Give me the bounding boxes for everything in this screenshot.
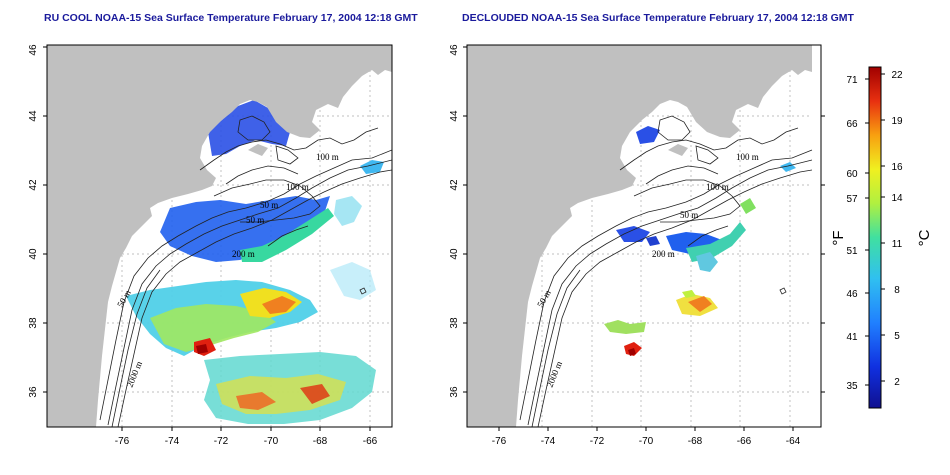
contour-label: 50 m (680, 210, 698, 220)
fahrenheit-tick-label: 66 (846, 119, 858, 130)
celsius-tick-label: 8 (894, 285, 900, 296)
x-tick-label: -68 (688, 436, 703, 447)
fahrenheit-tick-label: 46 (846, 289, 858, 300)
celsius-tick-label: 11 (892, 239, 903, 250)
fahrenheit-tick-label: 41 (846, 332, 858, 343)
y-tick-label: 38 (28, 317, 39, 329)
colorbar: 71 66 60 57 51 46 41 35 22 19 16 14 11 8… (830, 66, 933, 409)
fahrenheit-unit-label: °F (830, 230, 847, 245)
contour-label: 100 m (316, 152, 339, 162)
x-tick-label: -66 (363, 436, 378, 447)
contour-label: 100 m (706, 182, 729, 192)
celsius-tick-label: 22 (891, 70, 903, 81)
celsius-unit-label: °C (916, 229, 933, 246)
x-tick-label: -74 (541, 436, 556, 447)
x-tick-label: -64 (786, 436, 801, 447)
contour-label: 200 m (232, 249, 255, 259)
right-x-axis: -76 -74 -72 -70 -68 -66 -64 (492, 427, 801, 447)
right-map: 100 m 100 m 50 m 200 m 50 m 2000 m -76 -… (449, 44, 825, 447)
x-tick-label: -72 (590, 436, 605, 447)
right-map-title: DECLOUDED NOAA-15 Sea Surface Temperatur… (462, 12, 854, 24)
fahrenheit-tick-label: 57 (846, 194, 858, 205)
celsius-tick-label: 16 (891, 162, 903, 173)
y-tick-label: 36 (449, 386, 460, 398)
fahrenheit-tick-label: 35 (846, 381, 858, 392)
celsius-tick-label: 2 (894, 377, 900, 388)
fahrenheit-tick-label: 51 (846, 246, 858, 257)
x-tick-label: -72 (214, 436, 229, 447)
y-tick-label: 38 (449, 317, 460, 329)
contour-label: 100 m (286, 182, 309, 192)
sst-field-right (604, 84, 796, 356)
x-tick-label: -68 (313, 436, 328, 447)
x-tick-label: -70 (264, 436, 279, 447)
contour-label: 50 m (246, 215, 264, 225)
x-tick-label: -76 (492, 436, 507, 447)
x-tick-label: -66 (737, 436, 752, 447)
fahrenheit-tick-label: 60 (846, 169, 858, 180)
y-tick-label: 40 (449, 248, 460, 260)
y-tick-label: 36 (28, 386, 39, 398)
y-tick-label: 42 (28, 179, 39, 191)
contour-label: 200 m (652, 249, 675, 259)
left-map-title: RU COOL NOAA-15 Sea Surface Temperature … (44, 12, 418, 24)
sst-field-left (126, 78, 384, 424)
colorbar-gradient (868, 66, 882, 409)
x-tick-label: -76 (115, 436, 130, 447)
left-y-axis: 36 38 40 42 44 46 (28, 44, 47, 398)
left-x-axis: -76 -74 -72 -70 -68 -66 (115, 427, 378, 447)
x-tick-label: -70 (639, 436, 654, 447)
contour-label: 100 m (736, 152, 759, 162)
y-tick-label: 46 (28, 44, 39, 56)
y-tick-label: 44 (449, 110, 460, 122)
y-tick-label: 40 (28, 248, 39, 260)
celsius-tick-label: 19 (891, 116, 903, 127)
contour-label: 50 m (260, 200, 278, 210)
celsius-tick-label: 14 (891, 193, 903, 204)
y-tick-label: 42 (449, 179, 460, 191)
right-y-axis: 36 38 40 42 44 46 (449, 44, 825, 398)
x-tick-label: -74 (165, 436, 180, 447)
celsius-tick-label: 5 (894, 331, 900, 342)
y-tick-label: 44 (28, 110, 39, 122)
left-map: 100 m 100 m 50 m 50 m 200 m 50 m 2000 m … (28, 44, 393, 447)
fahrenheit-tick-label: 71 (846, 75, 858, 86)
y-tick-label: 46 (449, 44, 460, 56)
